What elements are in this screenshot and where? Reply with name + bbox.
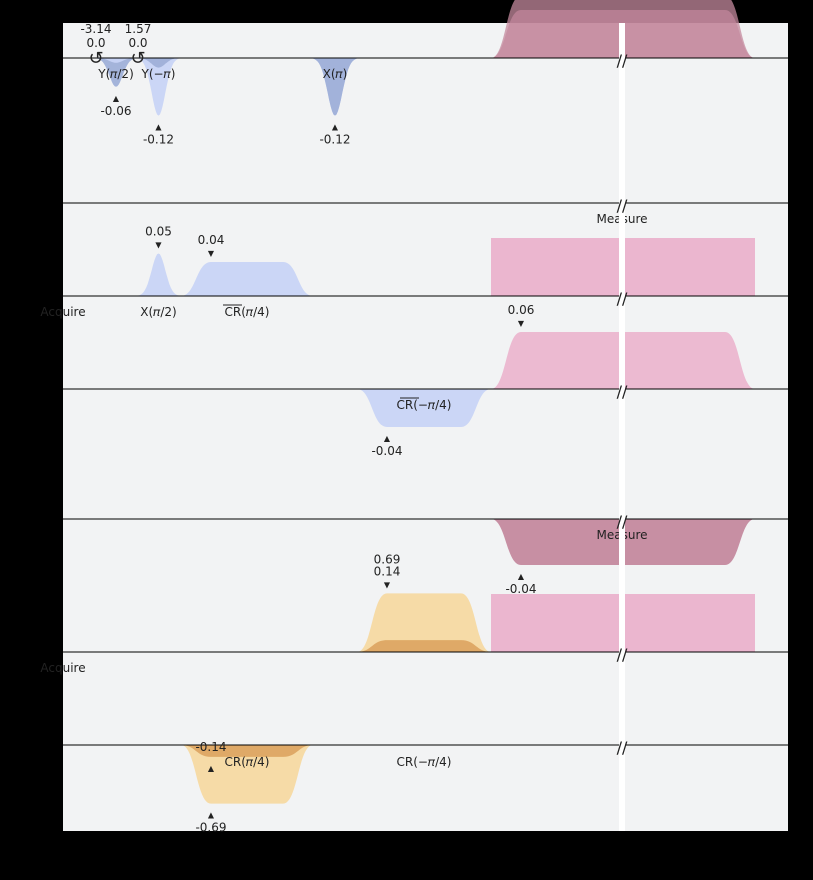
peak-marker-14: ▲ [208, 811, 215, 820]
pulse-shape-13 [357, 593, 491, 652]
frame-change-sub-1: 0.0 [128, 36, 147, 50]
frame-change-value-0: -3.14 [80, 22, 111, 36]
time-break-layer: // // // // // // // [617, 23, 628, 831]
pulse-shape-0 [96, 58, 136, 87]
peak-marker-9: ▼ [518, 319, 525, 328]
peak-label-14: -0.69 [195, 821, 226, 835]
pulse-shape-secondary-1 [138, 58, 179, 68]
peak-label2-13: 0.14 [374, 564, 401, 578]
pulse-shape-7 [181, 262, 313, 296]
pulse-shape-6 [138, 253, 179, 296]
peak-marker-1: ▲ [155, 123, 162, 132]
channel-lines-layer [63, 57, 788, 746]
gate-name-14: CR(𝜋/4) [225, 755, 270, 769]
peak-marker-8: ▲ [384, 434, 391, 443]
frame-change-icon-0: ↺ [88, 48, 103, 69]
time-break-mark-d0: // [617, 51, 628, 70]
peak-marker-13: ▼ [384, 580, 391, 589]
peak-label-1: -0.12 [143, 133, 174, 147]
pulse-shape-secondary-14 [181, 745, 313, 757]
peak-marker-0: ▲ [113, 94, 120, 103]
time-break-mark-u0: // [617, 738, 628, 757]
gate-name-1: Y(−𝜋) [141, 67, 176, 81]
pulse-shape-secondary-0 [96, 58, 136, 63]
gate-name-12: Acquire [40, 661, 85, 675]
gate-name-15: CR(−𝜋/4) [397, 755, 452, 769]
peak-label-13: 0.69 [374, 552, 401, 566]
time-break-mark-d1: // [617, 382, 628, 401]
gate-name-8: CR(−𝜋/4) [397, 398, 452, 412]
peak-marker-10: ▲ [518, 572, 525, 581]
time-break-mark-m0: // [617, 196, 628, 215]
pulse-shape-secondary-13 [357, 640, 491, 652]
pulse-shape-14 [181, 745, 313, 804]
peak-marker-7: ▼ [208, 249, 215, 258]
gate-name-0: Y(𝜋/2) [97, 67, 134, 81]
time-break-mark-a0: // [617, 289, 628, 308]
peak-label-2: -0.12 [319, 133, 350, 147]
frame-change-icon-1: ↺ [130, 48, 145, 69]
gate-name-2: X(𝜋) [323, 67, 348, 81]
gate-name-5: Acquire [40, 305, 85, 319]
peak-label-10: -0.04 [505, 582, 536, 596]
pulse-shape-8 [357, 389, 491, 427]
peak-marker-2: ▲ [332, 123, 339, 132]
peak-marker2-14: ▲ [208, 764, 215, 773]
peak-label2-14: -0.14 [195, 740, 226, 754]
peak-label-9: 0.06 [508, 303, 535, 317]
gate-name-7: CR(𝜋/4) [225, 305, 270, 319]
peak-label-0: -0.06 [100, 104, 131, 118]
peak-label-6: 0.05 [145, 225, 172, 239]
time-break-mark-a1: // [617, 645, 628, 664]
frame-change-sub-0: 0.0 [86, 36, 105, 50]
frame-change-value-1: 1.57 [125, 22, 152, 36]
gate-name-6: X(𝜋/2) [140, 305, 176, 319]
time-break-mark-m1: // [617, 512, 628, 531]
peak-label-7: 0.04 [198, 233, 225, 247]
time-break-gap [619, 23, 625, 831]
pulse-shape-1 [138, 58, 179, 116]
peak-label-8: -0.04 [371, 444, 402, 458]
peak-marker-6: ▼ [155, 241, 162, 250]
pulse-shape-secondary-2 [313, 58, 357, 116]
labels-layer: ▲-0.06Y(𝜋/2)▲-0.12Y(−𝜋)▲-0.12X(𝜋)▼0.130.… [40, 22, 647, 835]
